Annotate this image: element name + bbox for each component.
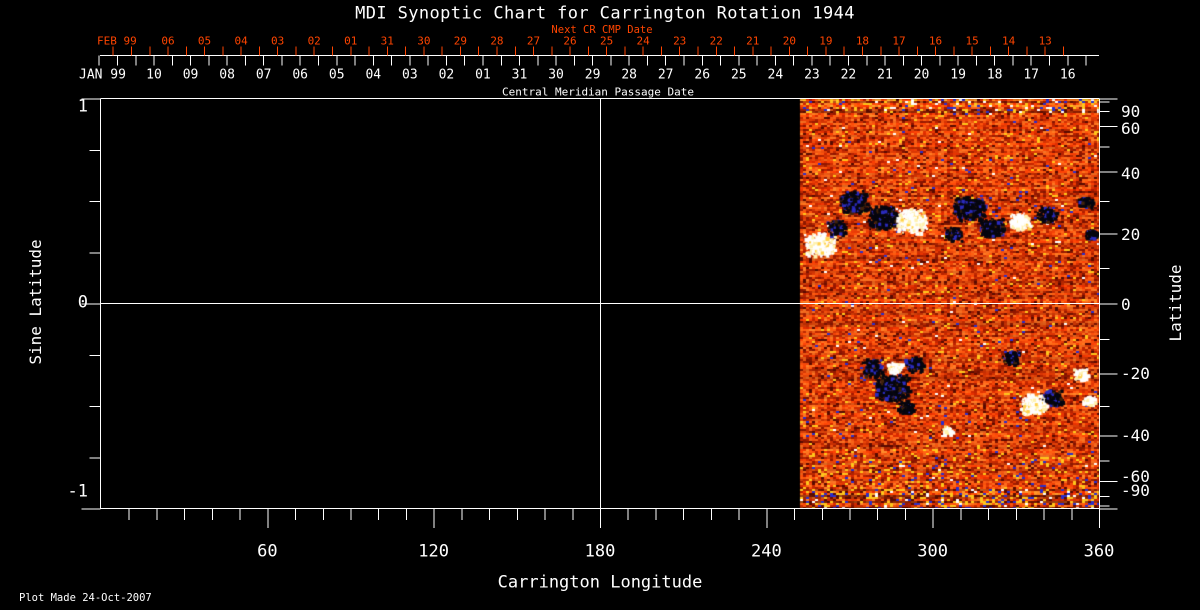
left-tick-label: -1 xyxy=(67,481,88,502)
next-cr-day-label: 01 xyxy=(344,34,358,48)
x-tick-label: 300 xyxy=(917,541,949,562)
chart-title: MDI Synoptic Chart for Carrington Rotati… xyxy=(355,3,855,24)
cmp-day-label: 08 xyxy=(219,67,235,83)
cmp-day-label: 18 xyxy=(986,67,1003,83)
cmp-day-label: 07 xyxy=(255,67,272,83)
next-cr-day-label: 22 xyxy=(709,34,723,48)
x-axis-title: Carrington Longitude xyxy=(497,572,703,593)
cmp-day-label: 03 xyxy=(402,67,418,83)
x-tick-label: 180 xyxy=(584,541,616,562)
cmp-day-label: 26 xyxy=(694,67,711,83)
cmp-month-label: JAN 99 xyxy=(79,67,126,83)
next-cr-day-label: 14 xyxy=(1002,34,1016,48)
cmp-day-label: 23 xyxy=(804,67,820,83)
right-tick-label: 60 xyxy=(1121,119,1141,138)
cmp-day-label: 10 xyxy=(146,67,162,83)
cmp-day-label: 25 xyxy=(730,67,747,83)
next-cr-day-label: 25 xyxy=(599,34,614,48)
right-tick-label: 0 xyxy=(1121,295,1131,314)
cmp-day-label: 16 xyxy=(1059,67,1076,83)
next-cr-day-label: 03 xyxy=(271,34,285,48)
next-cr-day-label: 31 xyxy=(380,34,394,48)
left-tick-label: 1 xyxy=(77,96,88,117)
cmp-day-label: 02 xyxy=(438,67,455,83)
next-cr-day-label: 15 xyxy=(965,34,979,48)
right-tick-label: 90 xyxy=(1121,102,1141,121)
left-axis-title: Sine Latitude xyxy=(26,239,45,365)
right-axis-title: Latitude xyxy=(1166,264,1185,342)
next-cr-day-label: 05 xyxy=(197,34,212,48)
cmp-day-label: 30 xyxy=(548,67,564,83)
next-cr-day-label: 18 xyxy=(855,34,870,48)
next-cr-day-label: 16 xyxy=(928,34,943,48)
next-cr-day-label: 20 xyxy=(782,34,796,48)
cmp-day-label: 31 xyxy=(511,67,528,83)
right-tick-label: 20 xyxy=(1121,225,1141,244)
x-tick-label: 120 xyxy=(418,541,450,562)
next-cr-day-label: 21 xyxy=(746,34,760,48)
next-cr-day-label: 02 xyxy=(307,34,321,48)
cmp-day-label: 22 xyxy=(840,67,857,83)
cmp-day-label: 19 xyxy=(950,67,966,83)
cmp-day-label: 01 xyxy=(475,67,491,83)
x-tick-label: 240 xyxy=(750,541,782,562)
right-tick-label: -90 xyxy=(1121,481,1150,500)
cmp-day-label: 28 xyxy=(621,67,637,83)
axis-ticks xyxy=(112,46,1064,56)
next-cr-day-label: 23 xyxy=(673,34,687,48)
next-cr-month-label: FEB 99 xyxy=(97,34,137,48)
cmp-day-label: 29 xyxy=(584,67,601,83)
next-cr-day-label: 30 xyxy=(417,34,431,48)
next-cr-day-label: 29 xyxy=(453,34,468,48)
cmp-day-label: 27 xyxy=(657,67,674,83)
left-tick-label: 0 xyxy=(77,292,88,313)
next-cr-day-label: 06 xyxy=(161,34,175,48)
cmp-day-label: 05 xyxy=(328,67,345,83)
x-tick-label: 60 xyxy=(257,541,278,562)
cmp-day-label: 04 xyxy=(365,67,382,83)
next-cr-day-label: 19 xyxy=(819,34,833,48)
cmp-day-label: 06 xyxy=(292,67,309,83)
cmp-day-label: 21 xyxy=(877,67,893,83)
next-cr-axis-title: Next CR CMP Date xyxy=(551,23,653,36)
plot-made-timestamp: Plot Made 24-Oct-2007 xyxy=(19,591,152,604)
next-cr-day-label: 13 xyxy=(1038,34,1052,48)
next-cr-day-label: 26 xyxy=(563,34,577,48)
next-cr-day-label: 17 xyxy=(892,34,906,48)
cmp-axis-title: Central Meridian Passage Date xyxy=(501,85,695,99)
cmp-day-label: 09 xyxy=(182,67,199,83)
next-cr-day-label: 27 xyxy=(526,34,541,48)
right-tick-label: -20 xyxy=(1121,364,1150,383)
next-cr-day-label: 24 xyxy=(636,34,650,48)
right-tick-label: -40 xyxy=(1121,426,1150,445)
x-tick-label: 360 xyxy=(1083,541,1115,562)
right-tick-label: -60 xyxy=(1121,467,1150,486)
next-cr-day-label: 28 xyxy=(490,34,504,48)
axis-ticks xyxy=(81,55,1118,528)
cmp-day-label: 20 xyxy=(913,67,930,83)
cmp-day-label: 24 xyxy=(767,67,784,83)
right-tick-label: 40 xyxy=(1121,164,1141,183)
cmp-day-label: 17 xyxy=(1023,67,1040,83)
next-cr-day-label: 04 xyxy=(234,34,248,48)
